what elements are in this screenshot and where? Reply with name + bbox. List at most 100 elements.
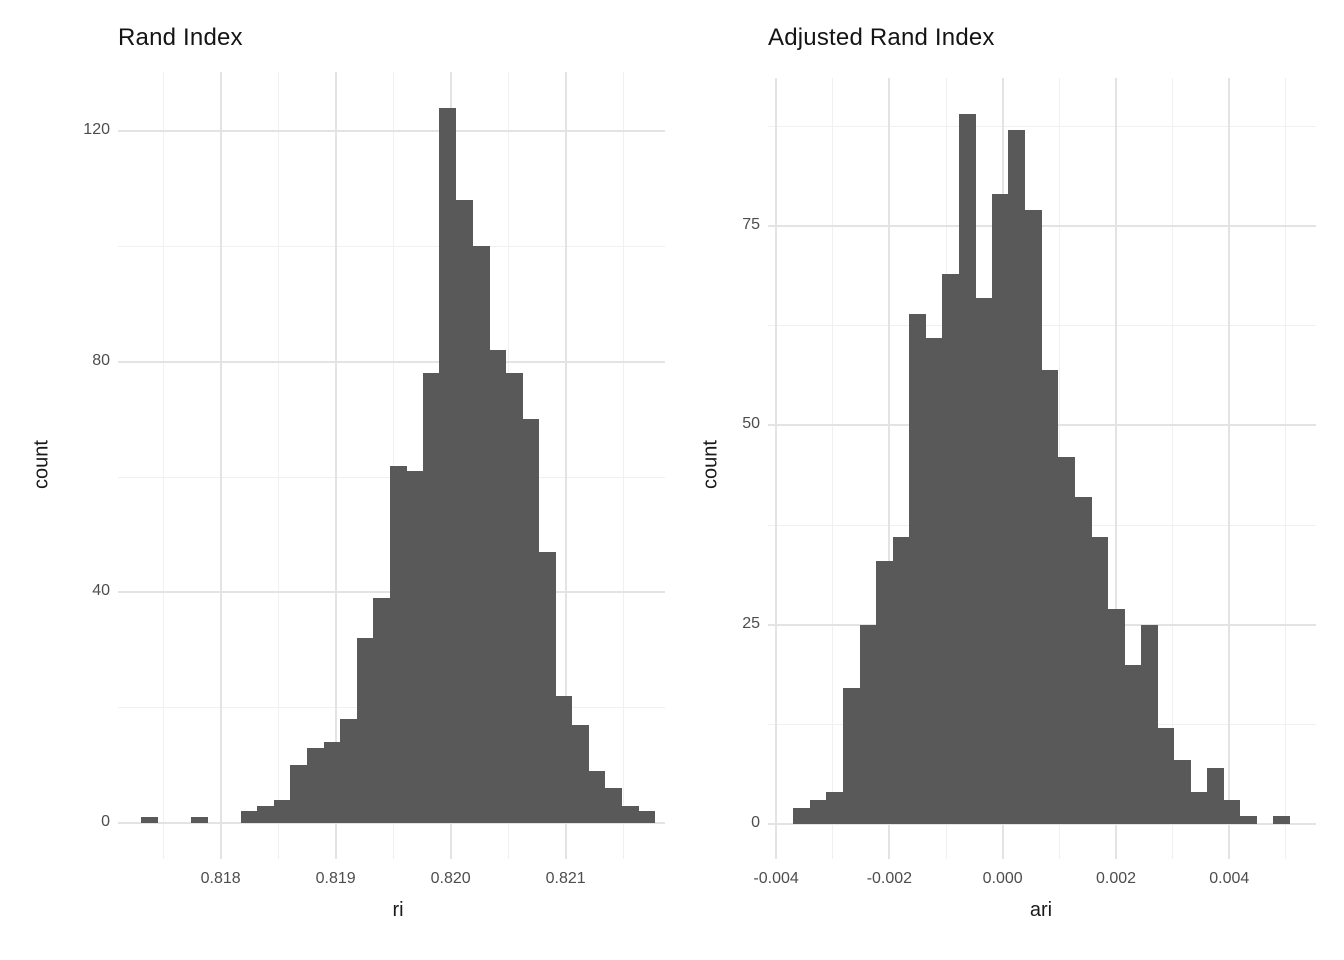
plot-title-rand-index: Rand Index [118, 24, 243, 51]
x-tick-label: 0.821 [545, 870, 586, 887]
histogram-bar [826, 792, 844, 824]
histogram-bar [958, 114, 976, 824]
histogram-bar [455, 200, 473, 823]
y-tick-label: 0 [101, 813, 110, 830]
histogram-bar [638, 811, 656, 823]
grid-line-major-x [334, 72, 337, 859]
histogram-bar [439, 108, 457, 823]
grid-line-major-y [768, 225, 1316, 228]
histogram-bar [505, 373, 523, 823]
y-tick-label: 40 [92, 582, 110, 600]
histogram-bar [588, 771, 606, 823]
histogram-bar [257, 805, 275, 823]
histogram-bar [340, 719, 358, 823]
histogram-bar [1091, 536, 1109, 824]
grid-line-minor-x [162, 72, 164, 859]
histogram-bar [621, 805, 639, 823]
x-tick-label: 0.818 [200, 870, 241, 887]
histogram-bar [1173, 760, 1191, 824]
histogram-bar [240, 811, 258, 823]
x-tick-label: 0.820 [430, 870, 471, 887]
histogram-bar [843, 688, 860, 824]
y-tick-label: 75 [742, 216, 760, 234]
histogram-bar [1107, 608, 1125, 824]
histogram-bar [306, 748, 324, 823]
histogram-bar [1273, 816, 1291, 824]
grid-line-major-x [1228, 78, 1231, 859]
histogram-bar [1157, 728, 1175, 824]
histogram-bar [522, 419, 540, 823]
histogram-bar [406, 471, 424, 823]
x-tick-label: -0.004 [753, 870, 799, 887]
histogram-bar [1058, 457, 1075, 824]
histogram-bar [859, 624, 877, 824]
histogram-bar [892, 536, 910, 824]
grid-line-major-y [768, 823, 1316, 825]
grid-line-major-x [775, 78, 778, 859]
grid-line-minor-x [1172, 78, 1174, 859]
histogram-bar [1041, 369, 1059, 824]
histogram-bar [1074, 497, 1092, 824]
histogram-bar [1024, 210, 1042, 824]
grid-line-minor-x [832, 78, 834, 859]
histogram-bar [942, 273, 960, 824]
grid-line-major-y [118, 130, 665, 133]
histogram-bar [472, 246, 490, 823]
histogram-bar [1124, 664, 1142, 824]
x-axis-title-ari: ari [1029, 899, 1053, 921]
histogram-bar [925, 337, 943, 824]
histogram-bar [1140, 624, 1158, 824]
x-axis-title-ri: ri [392, 899, 404, 921]
histogram-bar [422, 373, 440, 823]
histogram-bar [876, 560, 894, 824]
grid-line-major-y [118, 360, 665, 363]
histogram-bar [538, 551, 556, 823]
histogram-bar [605, 788, 622, 823]
histogram-bar [991, 194, 1009, 824]
histogram-bar [1190, 792, 1208, 824]
y-tick-label: 50 [742, 415, 760, 433]
histogram-bar [1206, 768, 1224, 824]
histogram-bar [1008, 130, 1026, 824]
histogram-bar [909, 313, 927, 824]
grid-line-minor-y [118, 245, 665, 247]
histogram-bar [373, 598, 391, 823]
grid-line-minor-x [277, 72, 279, 859]
x-tick-label: 0.004 [1209, 870, 1250, 887]
histogram-bar [555, 696, 573, 823]
histogram-bar [356, 638, 374, 823]
histogram-bar [975, 297, 993, 824]
y-tick-label: 80 [92, 351, 110, 369]
x-tick-label: 0.000 [982, 870, 1023, 887]
x-tick-label: 0.002 [1095, 870, 1137, 887]
y-tick-label: 120 [83, 121, 110, 139]
x-tick-label: 0.819 [315, 870, 356, 887]
grid-line-minor-y [768, 125, 1316, 127]
grid-line-minor-y [768, 325, 1316, 327]
histogram-bar [1223, 800, 1241, 824]
x-tick-label: -0.002 [866, 870, 913, 887]
histogram-bar [290, 765, 308, 823]
grid-line-major-x [219, 72, 222, 859]
histogram-bar [489, 350, 507, 823]
grid-line-major-x [1115, 78, 1117, 859]
histogram-bar [141, 817, 159, 823]
histogram-bar [191, 817, 208, 823]
grid-line-major-x [888, 78, 891, 859]
grid-line-minor-x [622, 72, 624, 859]
y-axis-title-left: count [30, 440, 53, 489]
histogram-bar [1240, 816, 1257, 824]
histogram-bar [809, 800, 827, 824]
histogram-bar [273, 799, 291, 823]
grid-line-major-y [118, 822, 665, 824]
y-tick-label: 0 [751, 814, 760, 831]
plot-title-adjusted-rand-index: Adjusted Rand Index [768, 24, 995, 51]
histogram-bar [389, 465, 407, 823]
histogram-bar [571, 724, 589, 823]
grid-line-minor-x [1285, 78, 1287, 859]
grid-line-major-x [564, 72, 567, 859]
histogram-bar [793, 808, 811, 824]
y-tick-label: 25 [742, 614, 760, 632]
histogram-bar [323, 742, 341, 823]
